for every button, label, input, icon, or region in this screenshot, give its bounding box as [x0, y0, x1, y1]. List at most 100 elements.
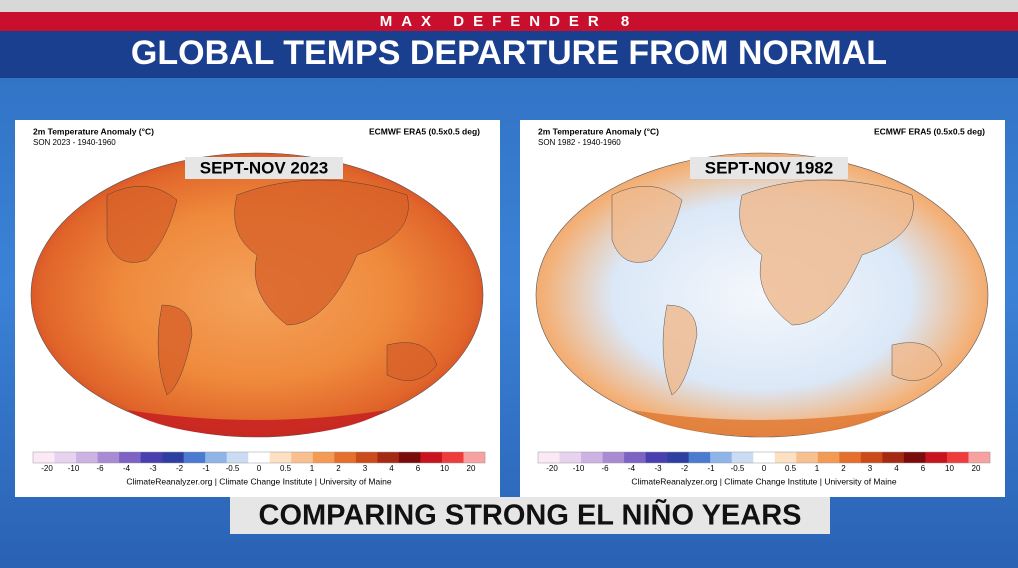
antarctica	[632, 410, 892, 437]
colorbar-swatch	[903, 452, 926, 463]
colorbar-swatch	[774, 452, 797, 463]
colorbar-label: 3	[363, 464, 368, 473]
continent	[106, 185, 178, 263]
caption-box	[230, 497, 830, 534]
colorbar-label: -1	[707, 464, 715, 473]
continent	[891, 342, 943, 381]
map-label-box	[185, 157, 343, 179]
colorbar-swatch	[753, 452, 776, 463]
colorbar-label: 20	[467, 464, 476, 473]
continent	[662, 304, 698, 396]
colorbar-swatch	[624, 452, 646, 463]
colorbar-swatch	[269, 452, 292, 463]
colorbar-label: 1	[310, 464, 315, 473]
continent	[157, 304, 193, 396]
colorbar-label: -20	[546, 464, 558, 473]
colorbar-swatch	[76, 452, 98, 463]
colorbar-label: 0	[257, 464, 262, 473]
colorbar-label: -4	[123, 464, 131, 473]
credit: ClimateReanalyzer.org | Climate Change I…	[126, 476, 391, 486]
map-label: SEPT-NOV 2023	[200, 158, 329, 177]
continent	[611, 185, 683, 263]
network-name: MAX DEFENDER 8	[380, 13, 639, 30]
colorbar-label: -2	[681, 464, 689, 473]
colorbar-swatch	[946, 452, 969, 463]
title-bar	[0, 31, 1018, 78]
source-label: ECMWF ERA5 (0.5x0.5 deg)	[369, 126, 480, 136]
top-strip	[0, 0, 1018, 12]
colorbar-swatch	[183, 452, 206, 463]
continent	[234, 179, 409, 326]
colorbar-swatch	[119, 452, 141, 463]
colorbar-swatch	[33, 452, 55, 463]
network-bar	[0, 12, 1018, 31]
period-label: SON 2023 - 1940-1960	[33, 138, 116, 147]
colorbar-swatch	[248, 452, 271, 463]
antarctica	[127, 410, 387, 437]
colorbar-label: 10	[945, 464, 954, 473]
colorbar-label: -0.5	[731, 464, 745, 473]
colorbar-swatch	[334, 452, 357, 463]
colorbar-swatch	[205, 452, 228, 463]
colorbar-frame	[32, 451, 486, 464]
colorbar-swatch	[602, 452, 625, 463]
colorbar-label: 10	[440, 464, 449, 473]
colorbar-swatch	[463, 452, 486, 463]
colorbar-label: -0.5	[226, 464, 240, 473]
colorbar-label: -1	[202, 464, 210, 473]
colorbar-label: -20	[41, 464, 53, 473]
colorbar-swatch	[667, 452, 689, 463]
title: GLOBAL TEMPS DEPARTURE FROM NORMAL	[131, 34, 887, 72]
colorbar-swatch	[817, 452, 840, 463]
colorbar-swatch	[731, 452, 754, 463]
colorbar-label: -3	[149, 464, 157, 473]
continent	[386, 342, 438, 381]
colorbar-label: -6	[601, 464, 609, 473]
colorbar-swatch	[538, 452, 560, 463]
colorbar-swatch	[312, 452, 335, 463]
period-label: SON 1982 - 1940-1960	[538, 138, 621, 147]
colorbar-label: 0.5	[280, 464, 292, 473]
colorbar-swatch	[645, 452, 668, 463]
colorbar-label: -10	[573, 464, 585, 473]
colorbar-label: 4	[894, 464, 899, 473]
colorbar-label: 2	[841, 464, 846, 473]
colorbar-label: -6	[96, 464, 104, 473]
colorbar-swatch	[398, 452, 421, 463]
colorbar-swatch	[377, 452, 400, 463]
map-label: SEPT-NOV 1982	[705, 158, 834, 177]
credit: ClimateReanalyzer.org | Climate Change I…	[631, 476, 896, 486]
colorbar-label: 4	[389, 464, 394, 473]
colorbar-swatch	[968, 452, 991, 463]
colorbar-swatch	[140, 452, 163, 463]
variable-label: 2m Temperature Anomaly (°C)	[538, 126, 659, 136]
colorbar-swatch	[420, 452, 443, 463]
colorbar-frame	[537, 451, 991, 464]
colorbar-label: -10	[68, 464, 80, 473]
colorbar-swatch	[355, 452, 378, 463]
variable-label: 2m Temperature Anomaly (°C)	[33, 126, 154, 136]
colorbar-swatch	[581, 452, 603, 463]
colorbar-swatch	[688, 452, 711, 463]
colorbar-swatch	[839, 452, 862, 463]
colorbar-swatch	[710, 452, 733, 463]
colorbar-label: 1	[815, 464, 820, 473]
colorbar-swatch	[559, 452, 582, 463]
colorbar-swatch	[54, 452, 77, 463]
colorbar-swatch	[796, 452, 819, 463]
colorbar-swatch	[226, 452, 249, 463]
colorbar-swatch	[882, 452, 905, 463]
colorbar-swatch	[860, 452, 883, 463]
source-label: ECMWF ERA5 (0.5x0.5 deg)	[874, 126, 985, 136]
colorbar-swatch	[925, 452, 948, 463]
colorbar-label: 0.5	[785, 464, 797, 473]
colorbar-label: -4	[628, 464, 636, 473]
colorbar-label: 20	[972, 464, 981, 473]
colorbar-label: -2	[176, 464, 184, 473]
continent	[739, 179, 914, 326]
caption: COMPARING STRONG EL NIÑO YEARS	[259, 498, 802, 532]
colorbar-label: 6	[416, 464, 421, 473]
map-label-box	[690, 157, 848, 179]
colorbar-swatch	[162, 452, 184, 463]
